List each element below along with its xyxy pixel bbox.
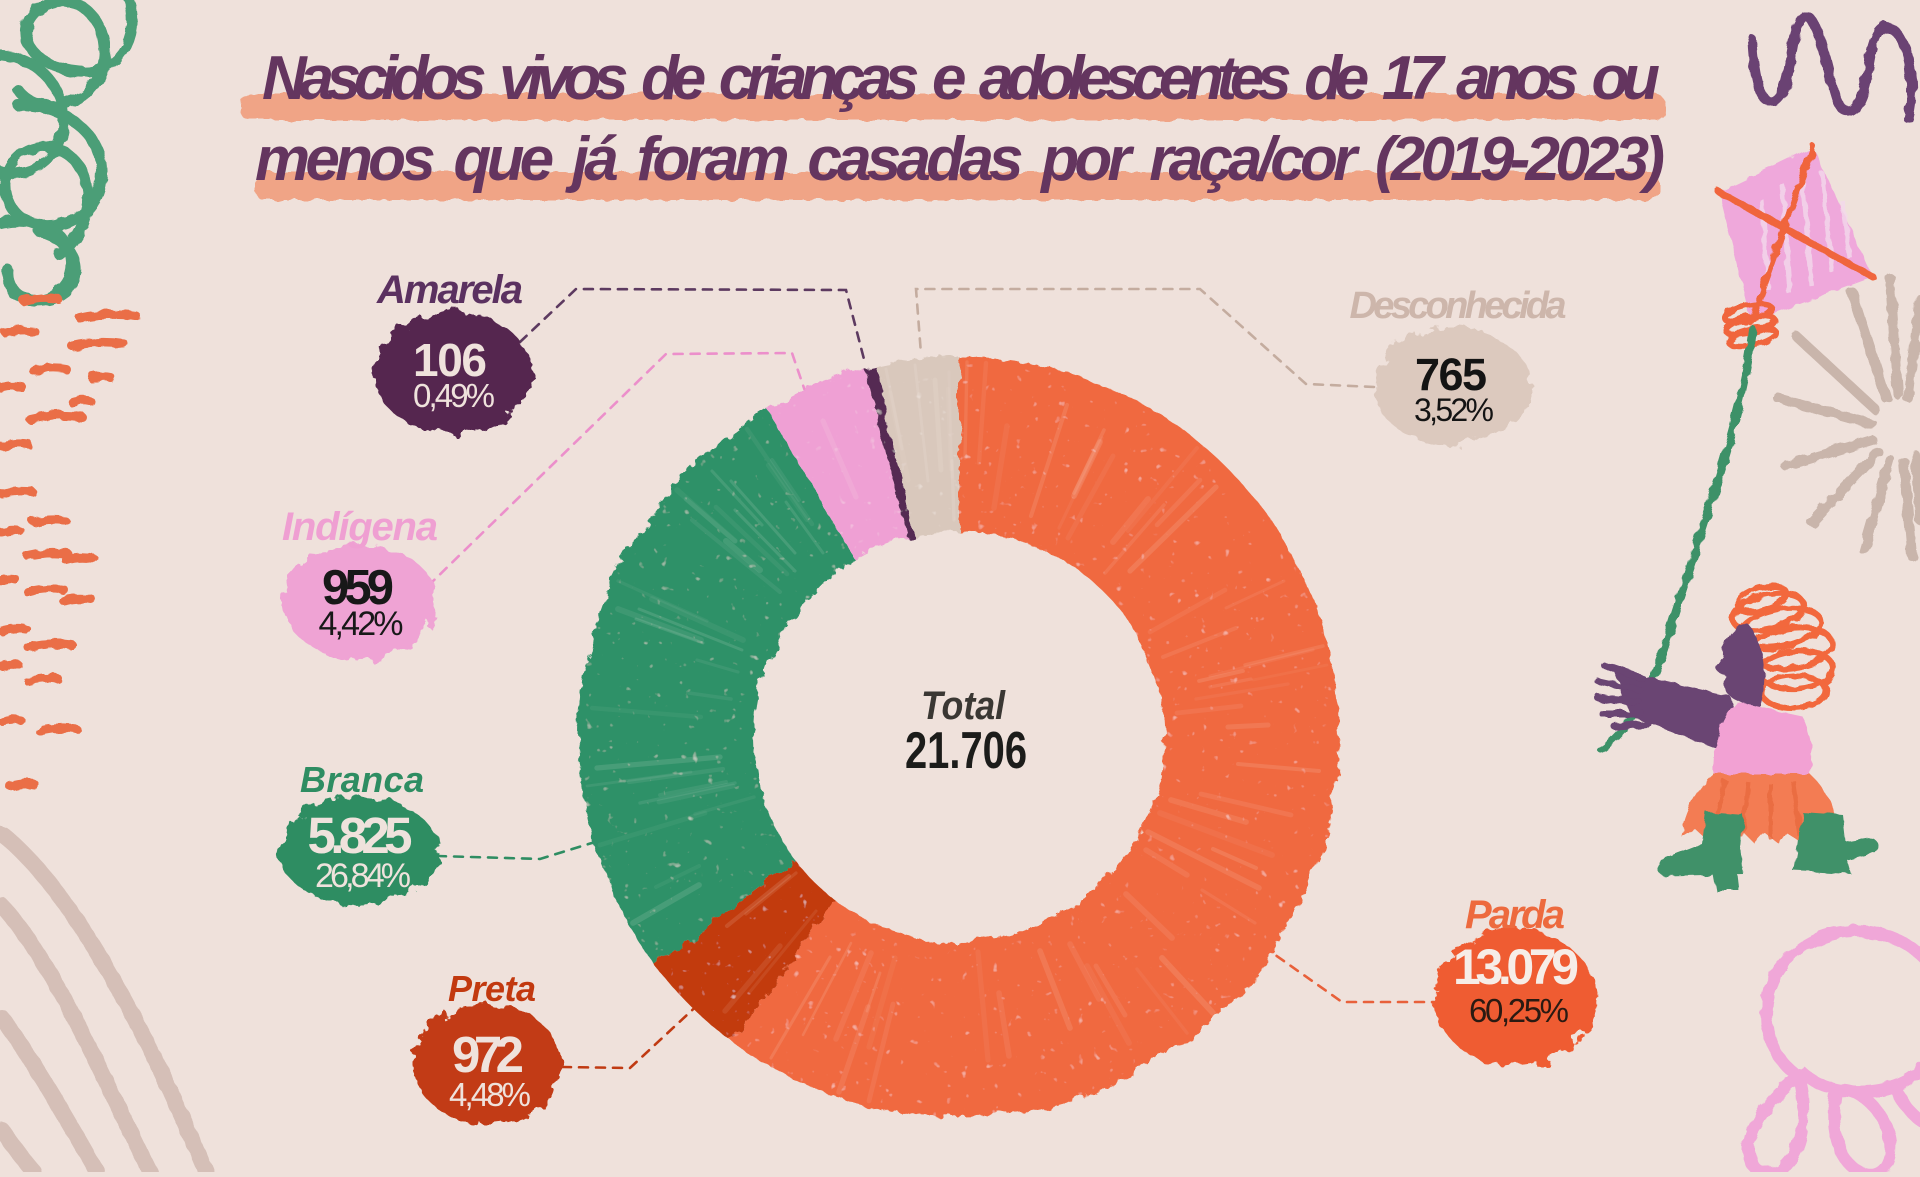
svg-text:972: 972 <box>452 1026 524 1083</box>
svg-text:Desconhecida: Desconhecida <box>1350 285 1567 327</box>
svg-text:3,52%: 3,52% <box>1414 392 1494 428</box>
svg-text:Nascidos vivos de crianças e a: Nascidos vivos de crianças e adolescente… <box>262 44 1660 113</box>
svg-text:menos que já foram casadas por: menos que já foram casadas por raça/cor … <box>255 125 1665 194</box>
svg-text:Branca: Branca <box>300 759 424 800</box>
svg-text:959: 959 <box>322 561 394 615</box>
svg-text:4,42%: 4,42% <box>319 605 404 643</box>
svg-text:13.079: 13.079 <box>1453 939 1579 995</box>
svg-text:Indígena: Indígena <box>282 505 438 549</box>
svg-text:Amarela: Amarela <box>376 268 523 312</box>
svg-text:21.706: 21.706 <box>905 722 1027 780</box>
svg-text:60,25%: 60,25% <box>1469 992 1569 1029</box>
svg-text:765: 765 <box>1415 349 1487 400</box>
svg-text:Parda: Parda <box>1465 893 1565 937</box>
svg-text:Preta: Preta <box>448 968 536 1009</box>
svg-text:0,49%: 0,49% <box>413 377 495 414</box>
svg-text:26,84%: 26,84% <box>315 857 411 895</box>
svg-text:5.825: 5.825 <box>308 807 413 864</box>
svg-text:Total: Total <box>921 684 1006 728</box>
svg-text:106: 106 <box>413 334 487 386</box>
svg-text:4,48%: 4,48% <box>449 1076 531 1113</box>
